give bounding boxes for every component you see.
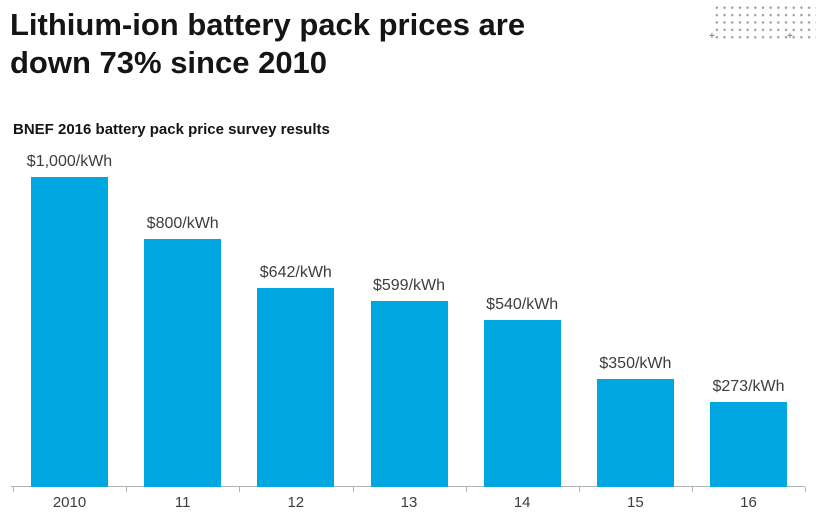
x-axis-tick [13,487,14,492]
x-axis-tick [126,487,128,492]
x-axis-tick [465,487,467,492]
bar-value-label: $642/kWh [259,264,332,281]
x-axis-label: 15 [627,494,644,511]
x-axis-tick [352,487,354,492]
bar-13 [370,301,448,487]
x-axis-label: 16 [740,494,757,511]
title-line-2: down 73% since 2010 [10,45,328,80]
x-axis-tick [805,487,807,492]
bar-value-label: $540/kWh [486,295,559,313]
page-title: Lithium-ion battery pack prices are down … [10,6,525,82]
chart-subtitle: BNEF 2016 battery pack price survey resu… [13,121,330,138]
bar-value-label: $800/kWh [146,215,219,232]
decorative-dot-pattern: + + [709,2,816,42]
x-axis-label: 12 [287,494,305,511]
x-axis-tick [692,487,693,492]
bar-15 [596,378,674,487]
bar-12 [257,288,335,487]
x-axis-tick [239,487,241,492]
bar-16 [710,402,787,487]
bar-11 [144,239,222,487]
bar-14 [483,319,561,487]
bar-value-label: $350/kWh [599,354,672,372]
x-axis-tick [578,487,580,492]
x-axis-label: 13 [400,494,418,511]
title-line-1: Lithium-ion battery pack prices are [10,7,526,42]
plus-mark-icon: + [709,31,715,42]
plus-mark-icon: + [787,31,793,42]
x-axis-label: 11 [174,494,191,511]
bar-value-label: $1,000/kWh [26,153,113,170]
x-axis-label: 14 [513,494,531,511]
bar-2010 [31,177,108,487]
x-axis-label: 2010 [52,494,87,511]
bar-value-label: $273/kWh [712,378,785,396]
bar-value-label: $599/kWh [372,277,446,295]
